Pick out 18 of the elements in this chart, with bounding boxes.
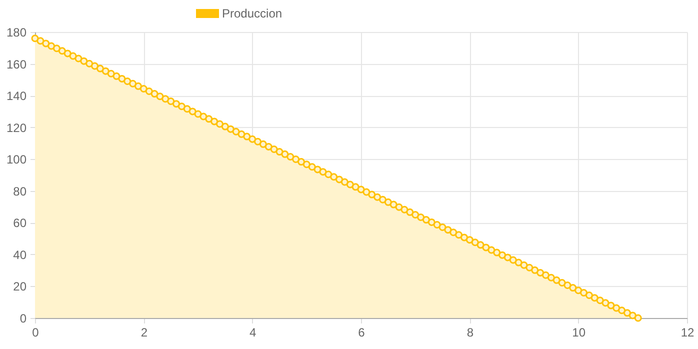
x-tick-label: 12 (680, 326, 694, 340)
legend-label: Produccion (222, 6, 282, 20)
y-tick-label: 140 (6, 89, 27, 104)
y-tick-label: 120 (6, 120, 27, 135)
x-tick-label: 8 (466, 326, 474, 340)
x-tick-label: 0 (32, 326, 40, 340)
x-tick-label: 2 (140, 326, 148, 340)
x-tick-label: 10 (572, 326, 586, 340)
y-tick-label: 20 (13, 280, 27, 294)
y-tick-label: 0 (20, 312, 27, 326)
y-tick-label: 160 (6, 57, 27, 72)
y-tick-label: 180 (6, 26, 27, 40)
y-tick-label: 100 (6, 152, 27, 167)
y-tick-label: 60 (13, 216, 27, 230)
y-tick-label: 80 (13, 184, 27, 198)
x-tick-label: 6 (358, 326, 366, 340)
x-tick-label: 4 (249, 326, 256, 340)
y-tick-label: 40 (13, 248, 27, 262)
